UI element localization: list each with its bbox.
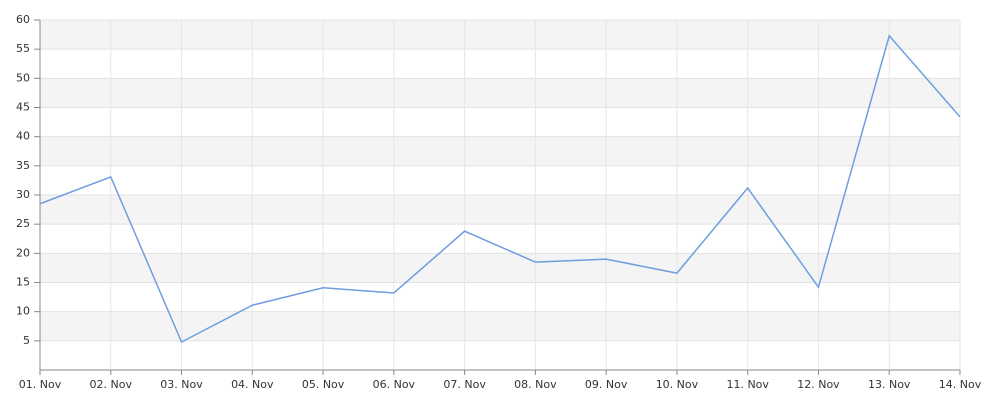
y-tick-label: 25	[16, 217, 30, 230]
y-tick-label: 10	[16, 305, 30, 318]
grid-band	[40, 195, 960, 225]
y-tick-label: 55	[16, 42, 30, 55]
grid-band	[40, 20, 960, 50]
x-tick-label: 02. Nov	[90, 378, 133, 391]
y-tick-label: 60	[16, 13, 30, 26]
x-tick-label: 01. Nov	[19, 378, 62, 391]
y-tick-label: 20	[16, 246, 30, 259]
x-tick-label: 12. Nov	[797, 378, 840, 391]
y-tick-label: 45	[16, 101, 30, 114]
x-tick-label: 11. Nov	[726, 378, 769, 391]
x-tick-label: 10. Nov	[656, 378, 699, 391]
y-tick-label: 50	[16, 71, 30, 84]
x-tick-label: 03. Nov	[160, 378, 203, 391]
grid-band	[40, 78, 960, 108]
line-series	[39, 34, 961, 344]
y-tick-label: 5	[23, 334, 30, 347]
grid-band	[40, 253, 960, 283]
x-tick-label: 05. Nov	[302, 378, 345, 391]
x-tick-label: 04. Nov	[231, 378, 274, 391]
y-tick-label: 30	[16, 188, 30, 201]
x-tick-label: 14. Nov	[939, 378, 982, 391]
x-tick-label: 06. Nov	[373, 378, 416, 391]
x-tick-label: 07. Nov	[443, 378, 486, 391]
x-tick-label: 08. Nov	[514, 378, 557, 391]
grid-band	[40, 311, 960, 341]
y-tick-label: 35	[16, 159, 30, 172]
grid-band	[40, 136, 960, 166]
y-tick-label: 15	[16, 276, 30, 289]
y-tick-label: 40	[16, 130, 30, 143]
x-tick-label: 09. Nov	[585, 378, 628, 391]
x-tick-label: 13. Nov	[868, 378, 911, 391]
